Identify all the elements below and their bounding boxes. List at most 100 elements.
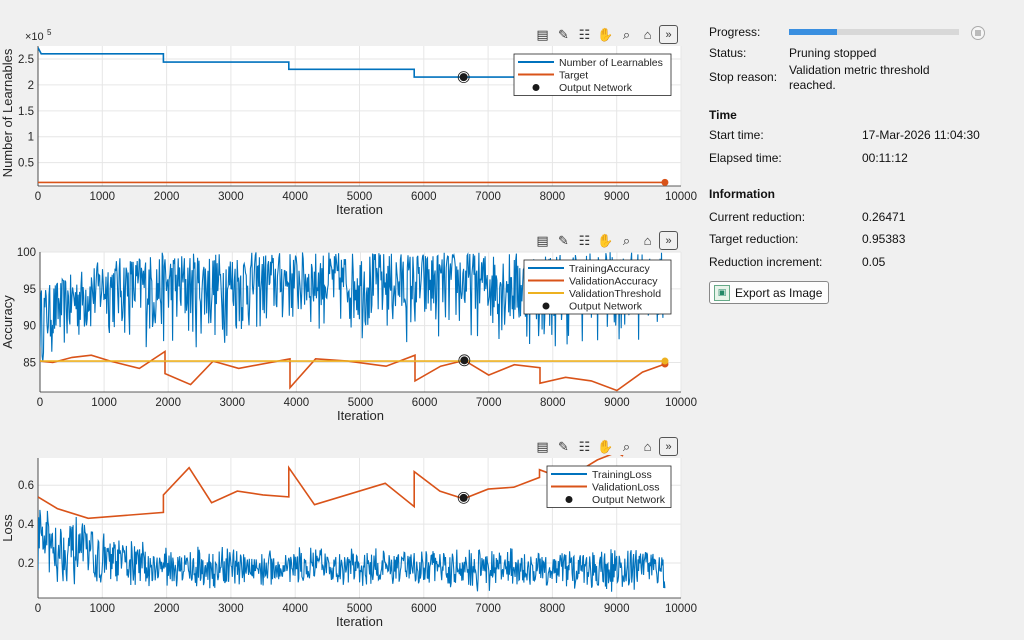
loss-legend-entry: ValidationLoss	[592, 482, 660, 494]
accuracy-x-tick-label: 2000	[155, 397, 181, 409]
datatip-icon[interactable]: ☷	[578, 26, 591, 42]
information-header: Information	[709, 187, 775, 201]
plot-accuracy: 0 1000 2000 3000 4000 5000 6000 7000 8000 9000 100…	[0, 247, 697, 423]
progress-fill	[789, 29, 837, 35]
accuracy-legend-marker	[542, 302, 550, 310]
loss-x-tick-label: 7000	[475, 603, 501, 615]
current-reduction-label: Current reduction:	[709, 210, 806, 224]
target-reduction-label: Target reduction:	[709, 232, 799, 246]
pan-icon[interactable]: ✋	[597, 26, 614, 42]
loss-series-trainingloss	[38, 509, 666, 592]
home-icon[interactable]: ⌂	[643, 439, 652, 454]
learnables-x-tick-label: 4000	[282, 191, 308, 203]
accuracy-output-network-ring	[458, 354, 471, 367]
pan-icon[interactable]: ✋	[597, 438, 614, 454]
accuracy-legend-entry: ValidationAccuracy	[569, 276, 658, 288]
stop-reason-label: Stop reason:	[709, 70, 778, 84]
brush-icon[interactable]: ✎	[558, 26, 569, 42]
accuracy-x-tick-label: 1000	[91, 397, 117, 409]
brush-icon[interactable]: ✎	[558, 232, 569, 248]
learnables-x-tick-label: 3000	[218, 191, 244, 203]
start-time-value: 17-Mar-2026 11:04:30	[862, 128, 980, 142]
zoom-icon[interactable]: ⌕	[622, 232, 631, 248]
learnables-y-tick-label: 2.5	[18, 54, 34, 66]
reduction-increment-value: 0.05	[862, 255, 886, 269]
learnables-output-network-marker	[459, 73, 468, 82]
accuracy-legend-entry: ValidationThreshold	[569, 288, 661, 300]
loss-x-tick-label: 6000	[411, 603, 437, 615]
loss-output-network-ring	[457, 491, 470, 504]
learnables-x-tick-label: 6000	[411, 191, 437, 203]
loss-x-tick-label: 0	[35, 603, 41, 615]
learnables-y-tick-label: 1.5	[18, 106, 34, 118]
datatip-icon[interactable]: ☷	[578, 438, 591, 454]
loss-x-tick-label: 4000	[282, 603, 308, 615]
export-as-image-button[interactable]: ▣ Export as Image	[709, 281, 830, 304]
loss-legend-entry: TrainingLoss	[592, 469, 652, 481]
accuracy-y-tick-label: 85	[23, 358, 36, 370]
learnables-x-tick-label: 7000	[475, 191, 501, 203]
learnables-y-tick-label: 0.5	[18, 158, 34, 170]
brush-icon[interactable]: ✎	[558, 438, 569, 454]
loss-y-axis-label: Loss	[0, 514, 15, 542]
export-icon[interactable]: ▤	[536, 438, 549, 454]
accuracy-series-validationthreshold-end-marker	[661, 357, 669, 365]
loss-legend-entry: Output Network	[592, 494, 666, 506]
learnables-y-tick-label: 2	[28, 80, 34, 92]
time-header: Time	[709, 108, 737, 122]
status-label: Status:	[709, 46, 747, 60]
accuracy-y-axis-label: Accuracy	[0, 295, 15, 349]
plot-learnables: 0 1000 2000 3000 4000 5000 6000 7000 8000 9000 100…	[0, 28, 697, 217]
accuracy-x-tick-label: 8000	[540, 397, 566, 409]
loss-x-tick-label: 10000	[665, 603, 697, 615]
stop-button[interactable]	[971, 26, 985, 40]
zoom-icon[interactable]: ⌕	[622, 26, 631, 42]
loss-x-tick-label: 3000	[218, 603, 244, 615]
loss-axes-toolbar: ▤ ✎ ☷ ✋ ⌕ ⌂ »	[533, 437, 678, 456]
learnables-legend-entry: Output Network	[559, 82, 633, 94]
accuracy-x-tick-label: 7000	[476, 397, 502, 409]
loss-x-tick-label: 1000	[90, 603, 116, 615]
accuracy-x-tick-label: 6000	[412, 397, 438, 409]
learnables-output-network-ring	[457, 71, 470, 84]
collapse-icon[interactable]: »	[659, 437, 678, 456]
accuracy-output-network-marker	[460, 356, 469, 365]
image-export-icon: ▣	[714, 284, 730, 301]
learnables-x-tick-label: 0	[35, 191, 41, 203]
accuracy-x-tick-label: 5000	[348, 397, 374, 409]
loss-legend-marker	[565, 496, 573, 503]
learnables-axes-toolbar: ▤ ✎ ☷ ✋ ⌕ ⌂ »	[533, 25, 678, 44]
accuracy-x-tick-label: 10000	[665, 397, 697, 409]
export-icon[interactable]: ▤	[536, 26, 549, 42]
learnables-exponent-label: ×10	[25, 31, 44, 43]
plot-loss: 0 1000 2000 3000 4000 5000 6000 7000 8000 9000 100…	[0, 455, 697, 629]
elapsed-time-label: Elapsed time:	[709, 151, 782, 165]
loss-x-tick-label: 8000	[540, 603, 566, 615]
learnables-legend-entry: Target	[559, 70, 588, 82]
target-reduction-value: 0.95383	[862, 232, 906, 246]
loss-y-tick-label: 0.6	[18, 480, 34, 492]
learnables-legend-marker	[532, 84, 540, 91]
accuracy-axes-toolbar: ▤ ✎ ☷ ✋ ⌕ ⌂ »	[533, 231, 678, 250]
learnables-x-tick-label: 8000	[540, 191, 566, 203]
learnables-y-tick-label: 1	[28, 132, 34, 144]
zoom-icon[interactable]: ⌕	[622, 438, 631, 454]
home-icon[interactable]: ⌂	[643, 233, 652, 248]
loss-x-tick-label: 5000	[347, 603, 373, 615]
learnables-exponent-sup: 5	[47, 28, 52, 37]
learnables-series-target-end-marker	[661, 178, 669, 186]
plots-area: 0 1000 2000 3000 4000 5000 6000 7000 8000 9000 100…	[0, 28, 697, 629]
accuracy-legend-entry: Output Network	[569, 301, 643, 313]
accuracy-legend-entry: TrainingAccuracy	[569, 263, 650, 275]
accuracy-x-tick-label: 9000	[604, 397, 630, 409]
progress-bar	[789, 29, 959, 35]
collapse-icon[interactable]: »	[659, 25, 678, 44]
export-icon[interactable]: ▤	[536, 232, 549, 248]
datatip-icon[interactable]: ☷	[578, 232, 591, 248]
accuracy-x-tick-label: 3000	[220, 397, 246, 409]
collapse-icon[interactable]: »	[659, 231, 678, 250]
home-icon[interactable]: ⌂	[643, 27, 652, 42]
pan-icon[interactable]: ✋	[597, 232, 614, 248]
elapsed-time-value: 00:11:12	[862, 151, 908, 165]
